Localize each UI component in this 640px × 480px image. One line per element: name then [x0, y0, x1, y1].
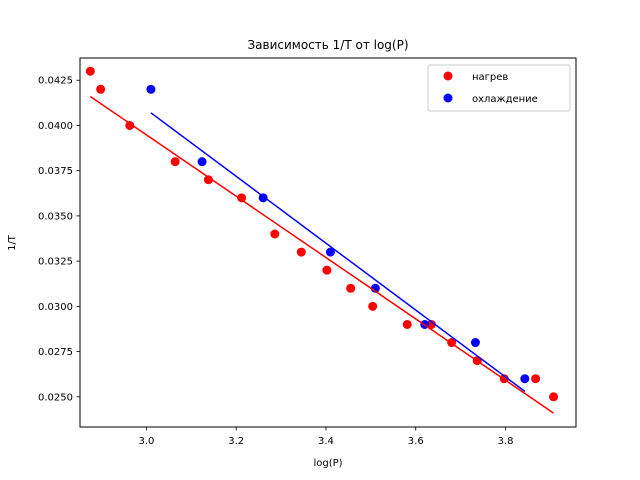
y-tick-label: 0.0350 [38, 211, 73, 222]
data-point-series-0 [368, 301, 378, 311]
y-tick-label: 0.0325 [38, 257, 73, 268]
data-point-series-0 [170, 157, 180, 167]
x-tick-label: 3.8 [498, 436, 514, 447]
legend-marker-series-0 [443, 71, 453, 81]
x-axis-label: log(P) [313, 458, 342, 469]
legend: нагрев охлаждение [427, 64, 571, 112]
data-point-series-0 [531, 374, 541, 384]
legend-marker-series-1 [443, 93, 453, 103]
data-point-series-1 [146, 84, 156, 94]
data-point-series-1 [520, 374, 530, 384]
x-tick-label: 3.6 [408, 436, 424, 447]
data-point-series-0 [125, 120, 135, 130]
data-point-series-0 [549, 392, 559, 402]
data-point-series-1 [470, 338, 480, 348]
x-axis: 3.0 3.2 3.4 3.6 3.8 [138, 427, 513, 447]
legend-box [427, 64, 571, 112]
data-point-series-0 [322, 265, 332, 275]
data-point-series-0 [402, 319, 412, 329]
x-tick-label: 3.2 [228, 436, 244, 447]
data-point-series-0 [296, 247, 306, 257]
y-tick-label: 0.0375 [38, 166, 73, 177]
chart-title: Зависимость 1/T от log(P) [247, 38, 408, 52]
data-point-series-0 [203, 175, 213, 185]
fit-line-series-1 [150, 112, 526, 392]
legend-label-series-1: охлаждение [472, 94, 538, 105]
x-tick-label: 3.0 [138, 436, 154, 447]
data-point-series-0 [96, 84, 106, 94]
data-point-series-1 [197, 157, 207, 167]
y-tick-label: 0.0250 [38, 392, 73, 403]
data-point-series-0 [270, 229, 280, 239]
y-axis-label: 1/T [7, 234, 18, 251]
data-point-series-1 [325, 247, 335, 257]
data-point-series-0 [237, 193, 247, 203]
data-point-series-0 [426, 319, 436, 329]
y-tick-label: 0.0425 [38, 76, 73, 87]
axes-frame [79, 57, 577, 428]
data-point-series-0 [346, 283, 356, 293]
y-axis: 0.0250 0.0275 0.0300 0.0325 0.0350 0.0375 0.04… [38, 76, 80, 403]
y-tick-label: 0.0275 [38, 347, 73, 358]
data-point-series-0 [85, 66, 95, 76]
plot-area [85, 66, 559, 414]
fit-line-series-0 [89, 95, 554, 414]
y-tick-label: 0.0400 [38, 121, 73, 132]
y-tick-label: 0.0300 [38, 302, 73, 313]
x-tick-label: 3.4 [318, 436, 334, 447]
legend-label-series-0: нагрев [472, 72, 508, 83]
